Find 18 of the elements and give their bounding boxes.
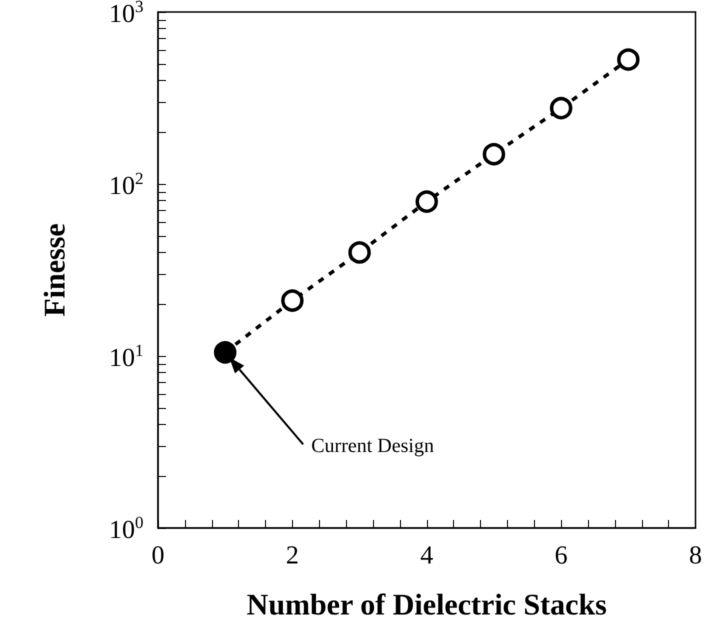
y-axis-title: Finesse [38, 223, 72, 317]
y-tick-label: 10$^{3}$ [109, 0, 144, 28]
x-axis-title: Number of Dielectric Stacks [246, 588, 607, 622]
y-tick-label: 10$^{0}$ [109, 512, 144, 544]
x-tick-label: 4 [420, 540, 434, 570]
point [281, 289, 304, 312]
point [617, 48, 640, 71]
y-tick-label: 10$^{2}$ [109, 168, 144, 200]
y-tick-label: 10$^{1}$ [109, 340, 144, 372]
x-tick-label: 8 [689, 540, 702, 570]
point [348, 241, 371, 264]
point [482, 142, 506, 166]
point [416, 190, 438, 213]
point [550, 96, 572, 120]
x-tick-label: 0 [152, 540, 164, 570]
annotation: Current Design [311, 435, 434, 458]
x-tick-label: 2 [286, 540, 299, 570]
x-tick-label: 6 [554, 540, 568, 570]
